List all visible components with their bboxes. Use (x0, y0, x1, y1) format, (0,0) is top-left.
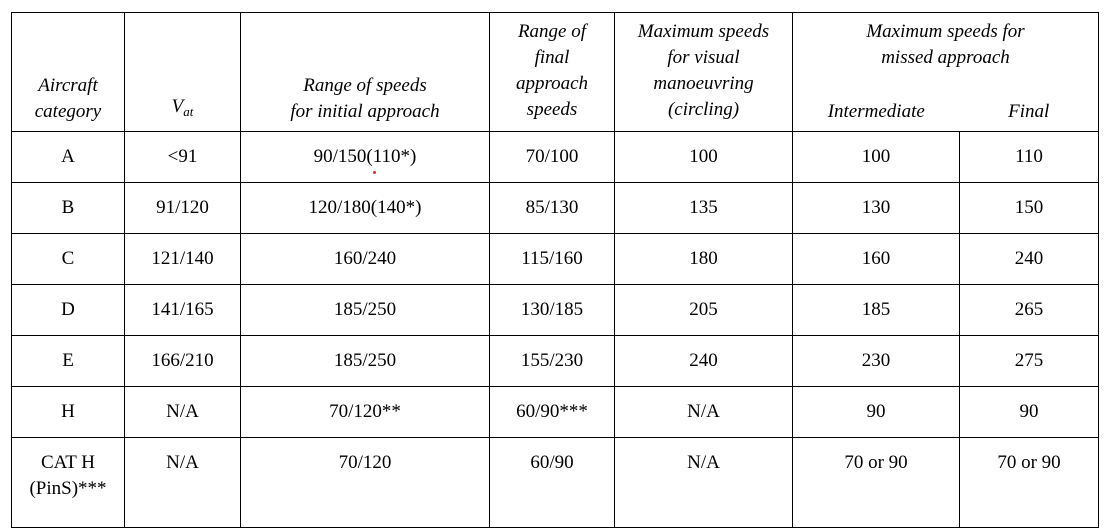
header-visual-line4: (circling) (667, 99, 740, 120)
cell-intermediate: 230 (792, 335, 960, 387)
cell-initial-approach-text: 90/150(110*) (313, 146, 417, 167)
red-marker-dot (373, 171, 376, 174)
cell-final: 240 (959, 233, 1099, 285)
header-visual-line2: for visual (667, 47, 740, 68)
cell-final: 275 (959, 335, 1099, 387)
table-row: A <91 90/150(110*) 70/100 100 100 110 (11, 131, 1099, 183)
header-final-approach-line3: approach (515, 73, 589, 94)
table-row: B 91/120 120/180(140*) 85/130 135 130 15… (11, 182, 1099, 234)
cell-initial-approach: 120/180(140*) (240, 182, 490, 234)
header-visual-line3: manoeuvring (653, 73, 754, 94)
cell-final-approach: 70/100 (489, 131, 615, 183)
header-missed-approach: Maximum speeds for missed approach (792, 12, 1099, 80)
cell-final: 90 (959, 386, 1099, 438)
cell-vat: N/A (124, 437, 241, 528)
cell-visual: N/A (614, 386, 793, 438)
table-row: H N/A 70/120** 60/90*** N/A 90 90 (11, 386, 1099, 438)
cell-category: CAT H (PinS)*** (11, 437, 125, 528)
header-vat-symbol: V (171, 96, 184, 117)
header-intermediate: Intermediate (792, 79, 960, 132)
cell-intermediate: 160 (792, 233, 960, 285)
cell-final-approach: 60/90*** (489, 386, 615, 438)
cell-final-approach: 60/90 (489, 437, 615, 528)
cell-initial-approach: 70/120** (240, 386, 490, 438)
cell-category-line1: CAT H (40, 452, 96, 473)
cell-final-approach: 155/230 (489, 335, 615, 387)
cell-final: 150 (959, 182, 1099, 234)
header-vat: Vat (124, 12, 241, 132)
header-aircraft-category-line1: Aircraft (38, 75, 98, 96)
cell-final: 70 or 90 (959, 437, 1099, 528)
table-row: CAT H (PinS)*** N/A 70/120 60/90 N/A 70 … (11, 437, 1099, 528)
aircraft-speed-table: Aircraft category Vat Range of speeds fo… (11, 12, 1099, 528)
cell-intermediate: 100 (792, 131, 960, 183)
cell-vat: 141/165 (124, 284, 241, 336)
cell-visual: 100 (614, 131, 793, 183)
header-missed-line2: missed approach (881, 47, 1010, 68)
cell-initial-approach: 160/240 (240, 233, 490, 285)
header-visual-line1: Maximum speeds (637, 21, 770, 42)
table-row: E 166/210 185/250 155/230 240 230 275 (11, 335, 1099, 387)
header-initial-approach-line2: for initial approach (290, 101, 440, 122)
header-aircraft-category: Aircraft category (11, 12, 125, 132)
cell-final-approach: 115/160 (489, 233, 615, 285)
cell-visual: N/A (614, 437, 793, 528)
header-final-approach-line1: Range of (517, 21, 587, 42)
cell-intermediate: 70 or 90 (792, 437, 960, 528)
cell-vat: N/A (124, 386, 241, 438)
cell-final-approach: 85/130 (489, 182, 615, 234)
cell-visual: 240 (614, 335, 793, 387)
table-row: C 121/140 160/240 115/160 180 160 240 (11, 233, 1099, 285)
header-initial-approach-line1: Range of speeds (303, 75, 427, 96)
header-aircraft-category-line2: category (34, 101, 102, 122)
cell-final: 110 (959, 131, 1099, 183)
cell-vat: 91/120 (124, 182, 241, 234)
header-initial-approach: Range of speeds for initial approach (240, 12, 490, 132)
cell-visual: 180 (614, 233, 793, 285)
cell-category: E (11, 335, 125, 387)
header-final-approach: Range of final approach speeds (489, 12, 615, 132)
cell-category: D (11, 284, 125, 336)
cell-initial-approach: 185/250 (240, 335, 490, 387)
cell-final-approach: 130/185 (489, 284, 615, 336)
cell-initial-approach: 185/250 (240, 284, 490, 336)
cell-visual: 135 (614, 182, 793, 234)
header-visual-manoeuvring: Maximum speeds for visual manoeuvring (c… (614, 12, 793, 132)
cell-category: C (11, 233, 125, 285)
cell-category: A (11, 131, 125, 183)
header-missed-line1: Maximum speeds for (866, 21, 1025, 42)
cell-intermediate: 130 (792, 182, 960, 234)
cell-final: 265 (959, 284, 1099, 336)
cell-category-line2: (PinS)*** (29, 478, 107, 499)
table-row: D 141/165 185/250 130/185 205 185 265 (11, 284, 1099, 336)
header-final-approach-line2: final (534, 47, 570, 68)
cell-intermediate: 90 (792, 386, 960, 438)
cell-category: B (11, 182, 125, 234)
cell-vat: <91 (124, 131, 241, 183)
cell-initial-approach: 70/120 (240, 437, 490, 528)
cell-initial-approach: 90/150(110*) (240, 131, 490, 183)
cell-visual: 205 (614, 284, 793, 336)
cell-vat: 121/140 (124, 233, 241, 285)
header-final: Final (959, 79, 1099, 132)
header-vat-subscript: at (183, 104, 194, 119)
cell-intermediate: 185 (792, 284, 960, 336)
cell-category: H (11, 386, 125, 438)
header-final-approach-line4: speeds (526, 99, 578, 120)
cell-vat: 166/210 (124, 335, 241, 387)
